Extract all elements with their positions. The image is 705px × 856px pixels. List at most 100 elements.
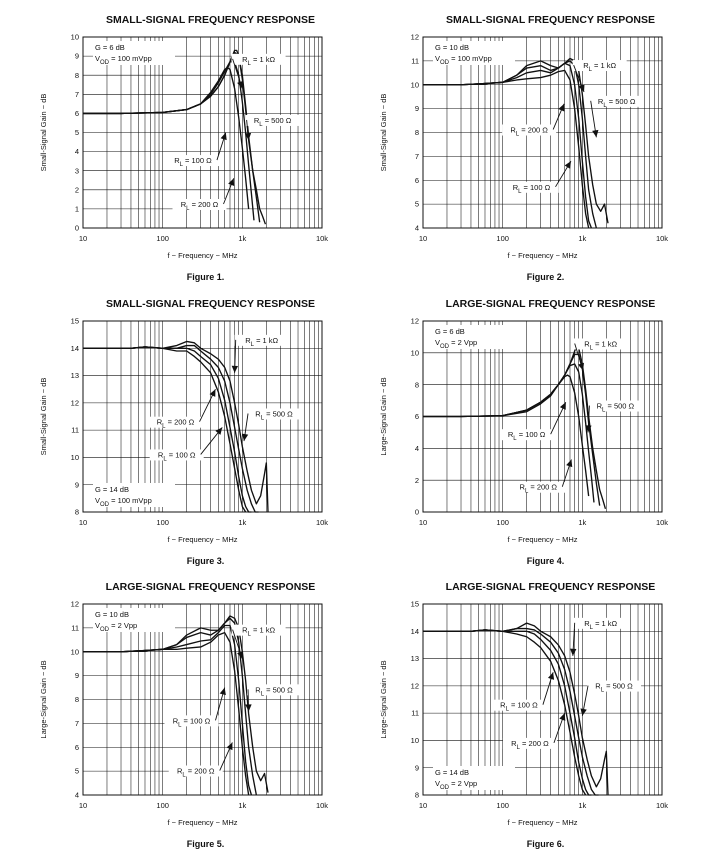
x-tick-label: 10 <box>419 518 427 527</box>
annotation-bg <box>247 408 302 420</box>
conditions-bg <box>433 766 515 790</box>
annotation-arrowhead <box>580 708 587 716</box>
annotation-label-rest: = 200 Ω <box>528 483 557 492</box>
annotation-label-sub: L <box>513 436 517 442</box>
condition-label-main: V <box>95 621 100 630</box>
condition-label-sub: OD <box>440 785 450 791</box>
annotation-label-sub: L <box>261 416 265 422</box>
annotation-label-main: R <box>597 402 603 411</box>
annotation-label-main: R <box>181 200 187 209</box>
annotation-bg <box>245 114 300 126</box>
y-tick-label: 8 <box>75 508 79 517</box>
y-tick-label: 12 <box>71 398 79 407</box>
annotation-label-sub: L <box>162 424 166 430</box>
annotation-label-rest: = 500 Ω <box>604 682 633 691</box>
chart-panel-3: SMALL-SIGNAL FREQUENCY RESPONSE 8 9 10 11 12 1… <box>0 284 352 569</box>
series-group <box>83 49 267 225</box>
series-group <box>83 615 269 796</box>
y-tick-label: 6 <box>415 412 419 421</box>
condition-label: G = 10 dB <box>435 43 469 52</box>
x-tick-label: 100 <box>496 801 509 810</box>
chart-svg-5: LARGE-SIGNAL FREQUENCY RESPONSE 4 5 6 7 8 9 10 1… <box>39 581 328 849</box>
y-tick-label: 8 <box>415 380 419 389</box>
annotation-label-sub: L <box>163 456 167 462</box>
annotation-label-main: R <box>254 116 260 125</box>
y-tick-label: 6 <box>75 743 79 752</box>
annotation-label: RL = 200 Ω <box>511 739 549 751</box>
y-tick-label: 2 <box>415 476 419 485</box>
annotation-label-rest: = 200 Ω <box>519 126 548 135</box>
annotation-bg <box>573 617 628 629</box>
annotation-bg <box>502 737 557 749</box>
y-tick-label: 6 <box>415 176 419 185</box>
annotation-arrowhead <box>547 672 555 680</box>
annotation-label-rest: = 500 Ω <box>607 97 636 106</box>
annotation-label-sub: L <box>589 67 593 73</box>
annotation-label: RL = 200 Ω <box>181 200 219 212</box>
condition-label-main: G = 14 dB <box>435 768 469 777</box>
condition-label: VOD = 2 Vpp <box>435 779 477 791</box>
y-tick-label: 5 <box>75 128 79 137</box>
series-group <box>83 340 269 513</box>
annotation-label-rest: = 200 Ω <box>186 767 215 776</box>
annotation-label-main: R <box>511 739 517 748</box>
annotation-label-main: R <box>255 410 261 419</box>
annotation-label-sub: L <box>178 722 182 728</box>
conditions-bg <box>433 41 515 65</box>
y-tick-label: 4 <box>415 224 419 233</box>
chart-panel-4: LARGE-SIGNAL FREQUENCY RESPONSE 0 2 4 6 8 10 12… <box>340 284 692 569</box>
y-axis-label: Large-Signal Gain − dB <box>379 660 388 738</box>
condition-label-main: G = 14 dB <box>95 485 129 494</box>
annotation-label: RL = 1 kΩ <box>583 61 616 73</box>
y-tick-label: 8 <box>75 71 79 80</box>
annotation-label-rest: = 1 kΩ <box>251 626 276 635</box>
annotation-label-sub: L <box>525 489 529 495</box>
y-tick-label: 9 <box>75 480 79 489</box>
y-tick-label: 0 <box>415 508 419 517</box>
annotation-label: RL = 100 Ω <box>174 156 212 168</box>
annotation-bg <box>511 481 566 493</box>
annotation-bg <box>499 429 554 441</box>
annotation-label-rest: = 100 Ω <box>521 183 550 192</box>
annotation-arrowhead <box>559 402 566 410</box>
annotation-label-main: R <box>255 685 261 694</box>
annotation-bg <box>231 624 286 636</box>
y-tick-label: 12 <box>411 33 419 42</box>
plot-frame <box>422 603 663 796</box>
y-tick-label: 12 <box>411 317 419 326</box>
annotation-label-sub: L <box>248 61 252 67</box>
x-tick-label: 1k <box>238 518 246 527</box>
annotation-label-rest: = 1 kΩ <box>593 339 618 348</box>
condition-label-main: V <box>95 54 100 63</box>
annotation-label-main: R <box>595 682 601 691</box>
annotation-arrowhead <box>244 132 252 141</box>
y-tick-label: 12 <box>71 600 79 609</box>
annotation-label-rest: = 200 Ω <box>166 418 195 427</box>
figure-caption: Figure 1. <box>187 272 225 282</box>
condition-label-main: V <box>435 779 440 788</box>
annotation-label-sub: L <box>261 691 265 697</box>
annotation-label-rest: = 1 kΩ <box>254 336 279 345</box>
y-tick-label: 9 <box>415 763 419 772</box>
grid <box>423 37 662 228</box>
annotation-bg <box>168 765 223 777</box>
series-group <box>423 622 609 796</box>
condition-label: G = 6 dB <box>435 327 465 336</box>
annotation-label-rest: = 500 Ω <box>263 116 292 125</box>
condition-label-main: G = 10 dB <box>435 43 469 52</box>
y-tick-label: 4 <box>415 444 419 453</box>
annotation-label-rest: = 500 Ω <box>605 402 634 411</box>
condition-label-main: V <box>435 338 440 347</box>
annotation-label-sub: L <box>603 103 607 109</box>
x-tick-label: 100 <box>156 801 169 810</box>
chart-title: LARGE-SIGNAL FREQUENCY RESPONSE <box>106 581 316 593</box>
x-tick-label: 1k <box>238 801 246 810</box>
y-tick-label: 11 <box>411 56 419 65</box>
condition-label: VOD = 2 Vpp <box>435 338 477 350</box>
annotation-arrowhead <box>564 161 571 169</box>
x-tick-label: 100 <box>156 518 169 527</box>
annotation-bg <box>572 60 627 72</box>
annotation-label-rest: = 100 Ω <box>183 156 212 165</box>
y-tick-label: 12 <box>411 681 419 690</box>
